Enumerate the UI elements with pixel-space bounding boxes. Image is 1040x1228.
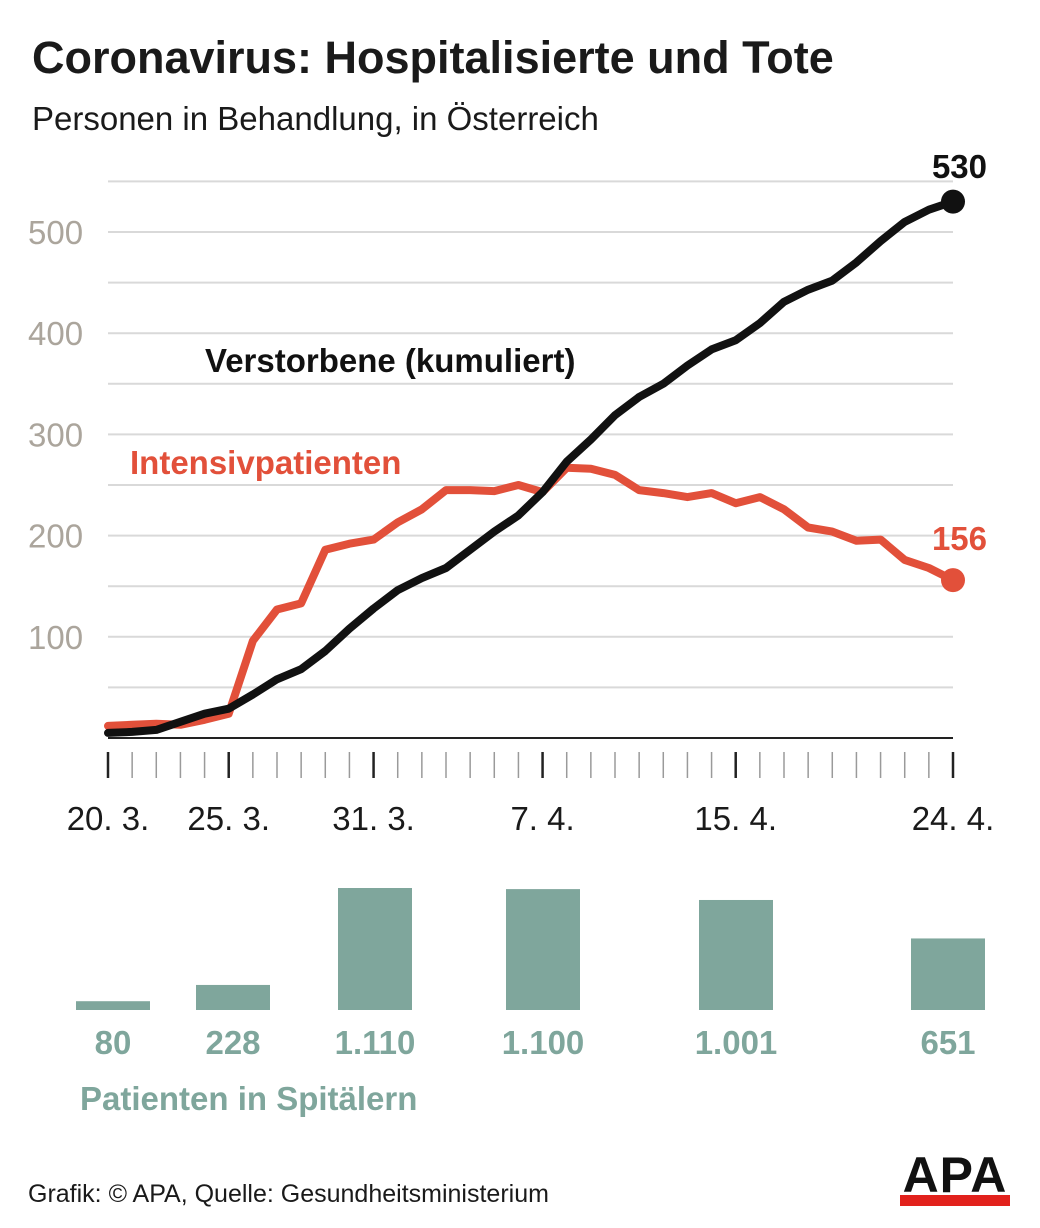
legend-intensivpatienten: Intensivpatienten [130,444,401,481]
hospital-bar [338,888,412,1010]
line-series [104,189,965,737]
apa-logo-text: APA [903,1147,1008,1203]
y-tick-label: 300 [28,416,83,453]
hospital-bar-label: 1.110 [335,1024,416,1061]
end-label-verstorbene: 530 [932,148,987,185]
hospital-bar-label: 651 [920,1024,975,1061]
hospital-bar-label: 1.100 [502,1024,585,1061]
series-labels: Verstorbene (kumuliert) Intensivpatiente… [130,148,987,557]
apa-logo: APA [900,1147,1010,1206]
x-tick-label: 31. 3. [332,800,415,837]
end-label-intensivpatienten: 156 [932,520,987,557]
source-footer: Grafik: © APA, Quelle: Gesundheitsminist… [28,1180,549,1208]
chart-title: Coronavirus: Hospitalisierte und Tote [32,32,834,83]
x-tick-label: 24. 4. [912,800,995,837]
y-tick-label: 200 [28,518,83,555]
x-tick-label: 15. 4. [694,800,777,837]
hospital-bars: 80 228 1.110 1.100 1.001 651 [76,888,985,1061]
bar-chart-title: Patienten in Spitälern [80,1080,417,1117]
hospital-bar [699,899,773,1010]
x-axis: 20. 3. 25. 3. 31. 3. 7. 4. 15. 4. 24. 4. [67,737,995,837]
hospital-bar [911,938,985,1010]
x-tick-label: 25. 3. [187,800,270,837]
line-intensivpatienten [104,463,957,730]
x-tick-label: 20. 3. [67,800,150,837]
hospital-bar [76,1001,150,1010]
endpoint-verstorbene [941,189,965,214]
hospital-bar-label: 1.001 [695,1024,778,1061]
y-tick-label: 400 [28,315,83,352]
y-axis-ticks: 100 200 300 400 500 [28,214,83,656]
legend-verstorbene: Verstorbene (kumuliert) [205,342,575,379]
hospital-bar [196,984,270,1010]
gridlines [108,180,953,689]
chart-subtitle: Personen in Behandlung, in Österreich [32,100,599,137]
apa-logo-bar [900,1195,1010,1206]
line-verstorbene [104,197,957,737]
y-tick-label: 100 [28,619,83,656]
y-tick-label: 500 [28,214,83,251]
x-tick-label: 7. 4. [510,800,574,837]
hospital-bar [506,889,580,1010]
hospital-bar-label: 80 [95,1024,132,1061]
hospital-bar-label: 228 [205,1024,260,1061]
endpoint-intensivpatienten [941,568,965,593]
